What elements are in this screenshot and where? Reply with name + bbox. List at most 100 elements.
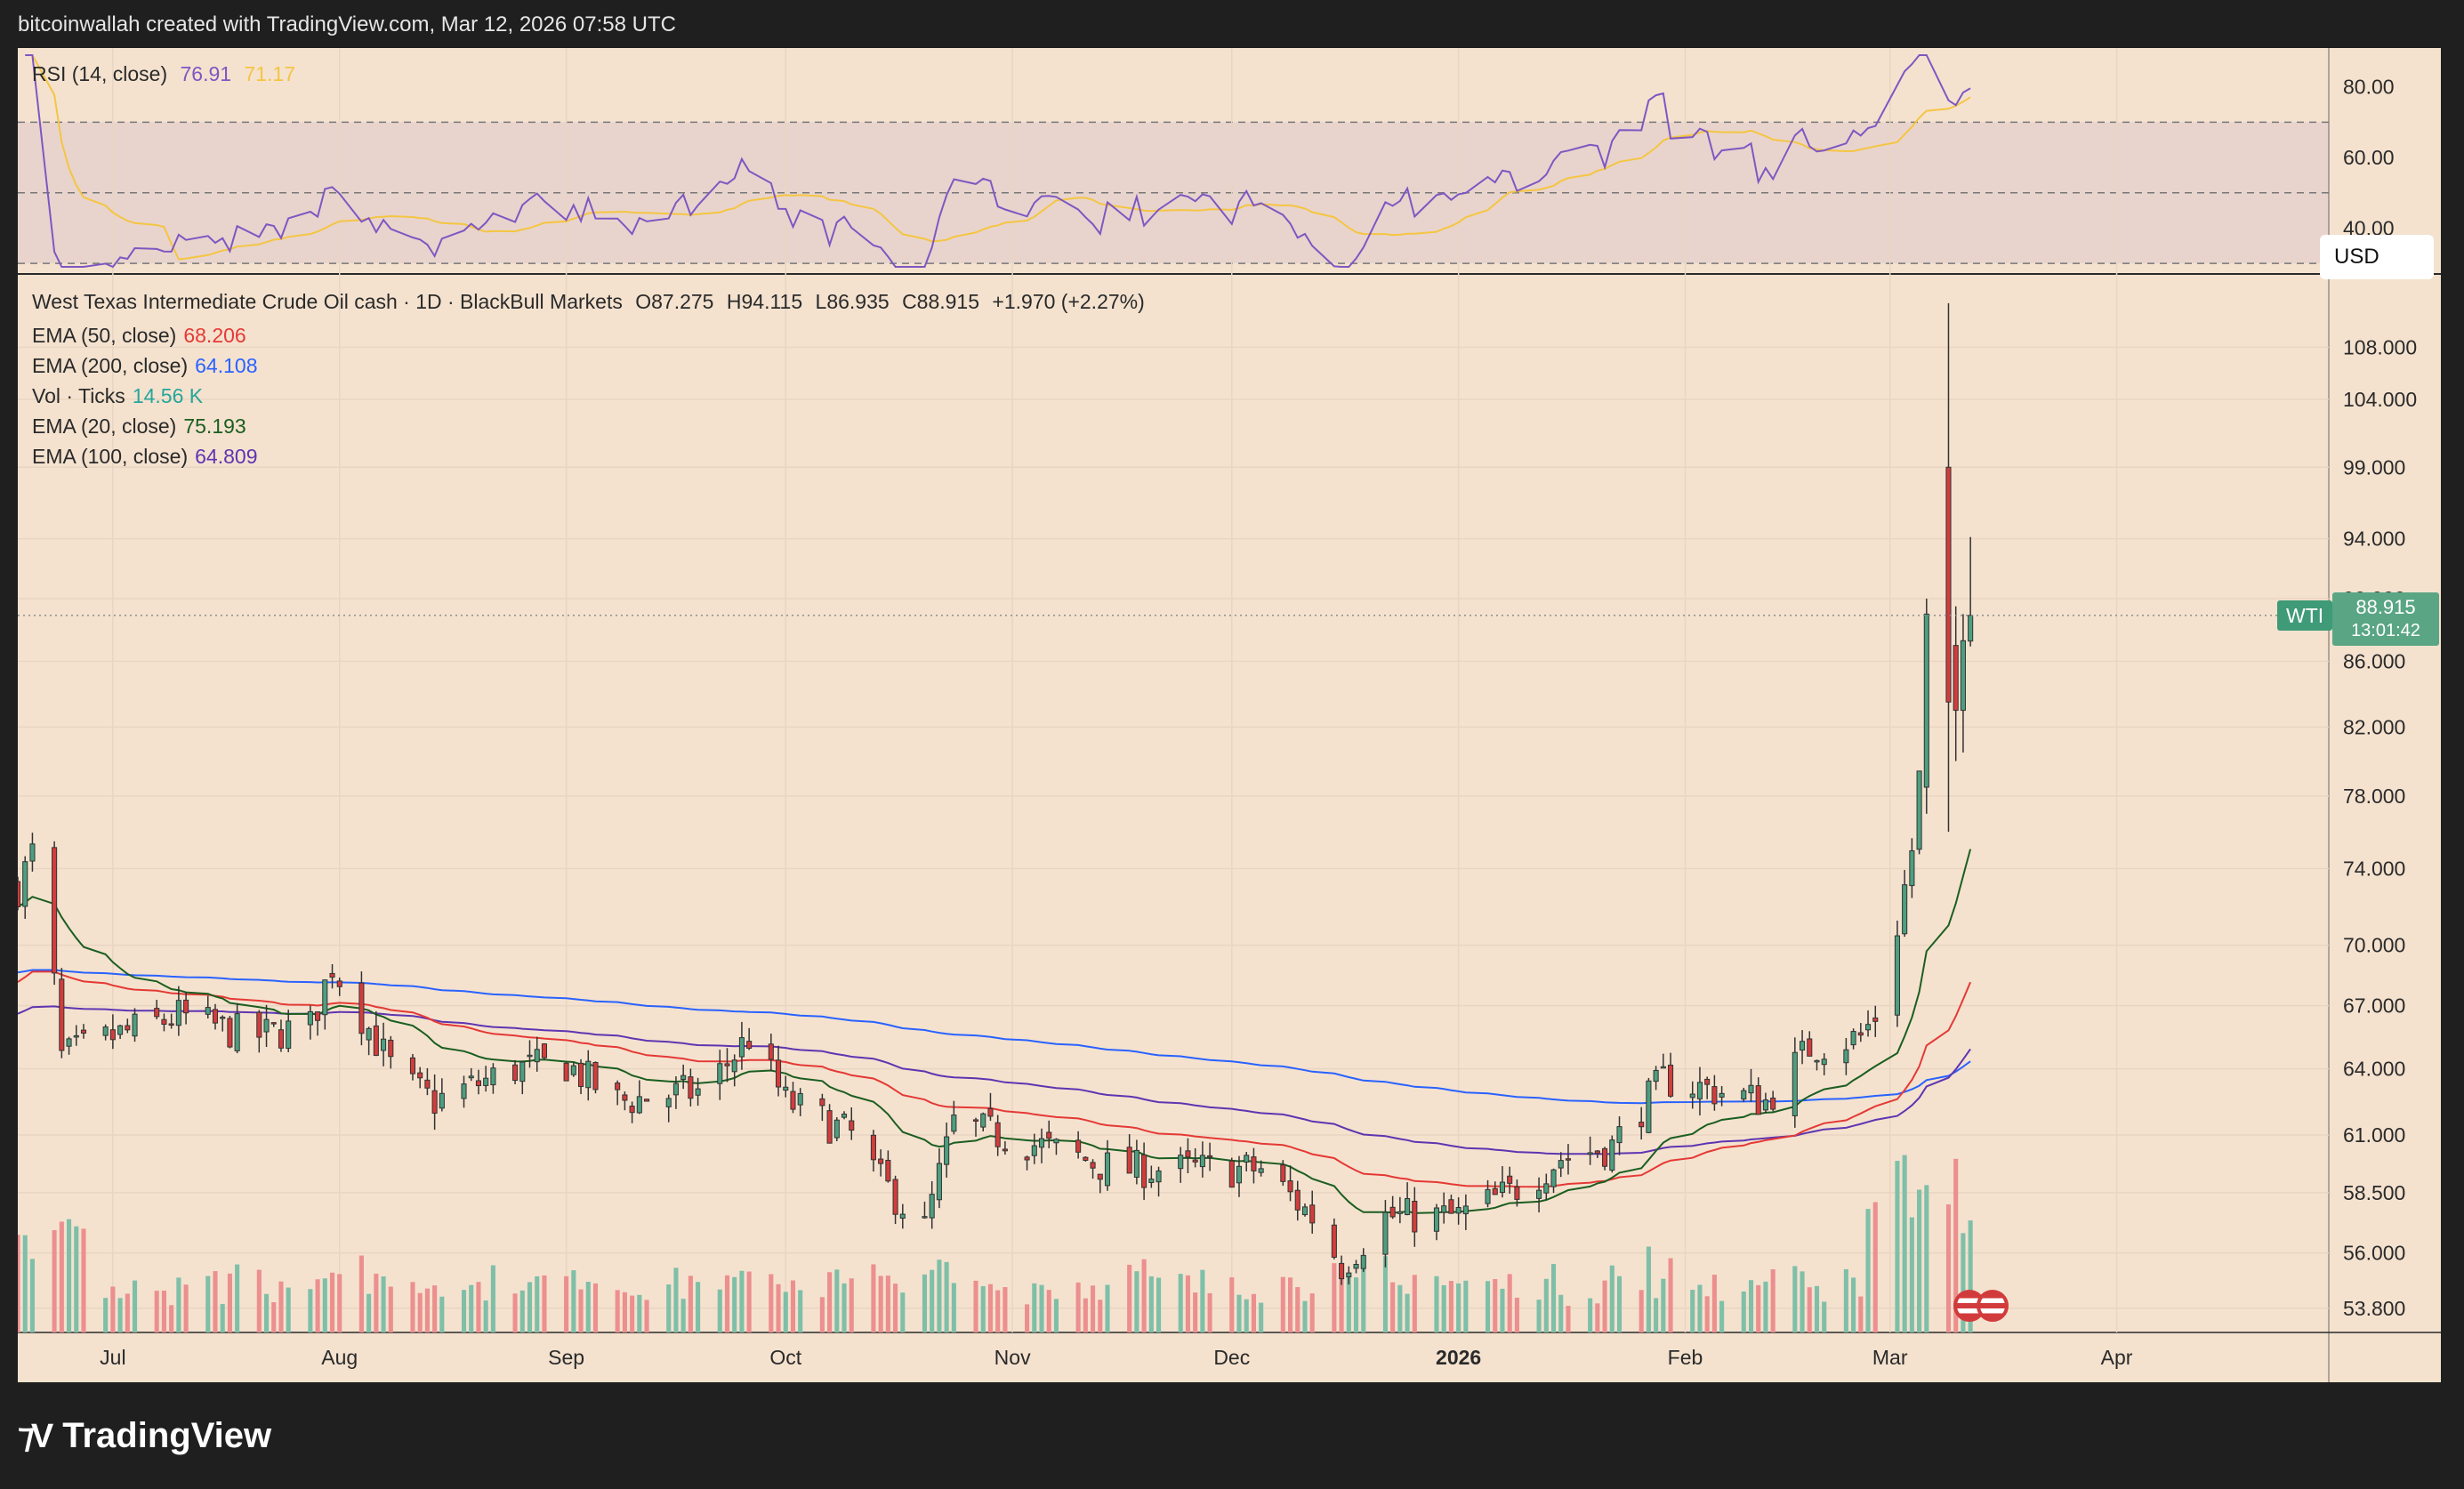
candle-body xyxy=(1587,1152,1593,1155)
candle-body xyxy=(329,972,335,978)
candle-body xyxy=(541,1043,547,1058)
volume-bar xyxy=(592,1283,599,1332)
candle-body xyxy=(263,1018,270,1033)
indicator-ema50[interactable]: EMA (50, close) 68.206 xyxy=(32,320,265,350)
candle-body xyxy=(738,1037,745,1058)
volume-bar xyxy=(746,1271,752,1332)
volume-bar xyxy=(315,1279,320,1332)
candle-body xyxy=(1090,1162,1096,1169)
candle-body xyxy=(270,1022,277,1025)
volume-bar xyxy=(783,1292,788,1332)
chart-frame[interactable]: 80.00 60.00 40.00 Jul Aug Sep Oct Nov Dec 2026 Feb… xyxy=(18,48,2441,1382)
rsi-label: RSI (14, close) xyxy=(32,62,168,85)
volume-bar xyxy=(1463,1280,1469,1332)
candle-body xyxy=(1053,1139,1059,1144)
volume-bar xyxy=(1807,1287,1812,1332)
volume-bar xyxy=(776,1284,781,1332)
volume-bar xyxy=(1127,1264,1132,1332)
candle-body xyxy=(885,1159,891,1182)
candle-body xyxy=(1412,1200,1418,1233)
rsi-ma-value: 71.17 xyxy=(244,62,296,85)
volume-bar xyxy=(834,1269,840,1332)
candle-body xyxy=(1251,1156,1257,1171)
volume-bar xyxy=(1046,1290,1051,1332)
volume-bar xyxy=(1566,1306,1571,1332)
volume-bar xyxy=(1485,1281,1491,1332)
volume-bar xyxy=(1098,1300,1103,1332)
candle-body xyxy=(1038,1138,1045,1148)
candle-body xyxy=(1331,1224,1337,1258)
volume-bar xyxy=(1244,1299,1249,1332)
candle-body xyxy=(1857,1032,1864,1036)
candle-body xyxy=(1792,1051,1798,1116)
volume-bar xyxy=(630,1295,635,1332)
us-flag-icon[interactable] xyxy=(1977,1290,2009,1322)
candle-body xyxy=(388,1039,394,1058)
rsi-value: 76.91 xyxy=(180,62,232,85)
volume-bar xyxy=(1924,1185,1929,1332)
volume-bar xyxy=(1961,1233,1966,1332)
volume-bar xyxy=(29,1259,35,1332)
indicator-ema100[interactable]: EMA (100, close) 64.809 xyxy=(32,441,265,471)
volume-bar xyxy=(1690,1290,1695,1332)
volume-bar xyxy=(1353,1277,1359,1332)
indicator-value: 64.108 xyxy=(195,354,258,377)
volume-bar xyxy=(1917,1189,1922,1332)
volume-bar xyxy=(732,1276,737,1332)
economic-events[interactable] xyxy=(1953,1290,2009,1326)
volume-bar xyxy=(937,1260,942,1332)
time-axis-label: Jul xyxy=(100,1346,125,1369)
brand-name: TradingView xyxy=(62,1416,272,1455)
volume-bar xyxy=(286,1287,291,1332)
candle-body xyxy=(849,1120,855,1131)
indicator-volume[interactable]: Vol · Ticks 14.56 K xyxy=(32,381,265,411)
volume-bar xyxy=(930,1269,935,1332)
indicator-ema20[interactable]: EMA (20, close) 75.193 xyxy=(32,411,265,441)
volume-bar xyxy=(1668,1258,1673,1332)
indicator-ema200[interactable]: EMA (200, close) 64.108 xyxy=(32,350,265,381)
indicator-value: 64.809 xyxy=(195,445,258,468)
candle-body xyxy=(1192,1159,1198,1163)
volume-bar xyxy=(1639,1290,1644,1332)
volume-bar xyxy=(1843,1268,1848,1332)
volume-bar xyxy=(469,1284,474,1332)
candle-body xyxy=(936,1163,942,1201)
indicator-label: Vol · Ticks xyxy=(32,384,125,407)
candle-body xyxy=(512,1064,519,1082)
volume-bar xyxy=(1909,1217,1914,1332)
rsi-legend[interactable]: RSI (14, close) 76.91 71.17 xyxy=(32,62,302,86)
volume-bar xyxy=(1083,1298,1088,1332)
candle-body xyxy=(154,1008,160,1018)
candle-body xyxy=(1770,1097,1776,1110)
ohlc-change: +1.970 (+2.27%) xyxy=(992,290,1145,313)
candle-body xyxy=(1405,1198,1411,1216)
candle-body xyxy=(644,1099,650,1102)
candle-body xyxy=(1594,1150,1600,1155)
candle-body xyxy=(1821,1058,1827,1066)
candle-body xyxy=(381,1038,387,1051)
candle-body xyxy=(468,1075,474,1079)
rsi-ma-line xyxy=(25,54,1971,261)
last-price-tag: 88.915 13:01:42 xyxy=(2332,592,2439,646)
volume-bar xyxy=(263,1293,270,1332)
main-legend[interactable]: West Texas Intermediate Crude Oil cash ·… xyxy=(32,290,1152,314)
volume-bar xyxy=(512,1293,518,1332)
volume-bar xyxy=(1039,1284,1044,1332)
volume-bar xyxy=(680,1299,686,1332)
volume-bar xyxy=(1448,1281,1453,1332)
volume-bar xyxy=(893,1284,898,1332)
volume-bar xyxy=(1792,1266,1798,1332)
candle-body xyxy=(373,1025,379,1057)
candle-body xyxy=(125,1025,131,1031)
candle-body xyxy=(1668,1064,1674,1097)
candle-body xyxy=(366,1027,372,1041)
volume-bar xyxy=(900,1292,906,1332)
volume-bar xyxy=(696,1282,701,1332)
volume-bar xyxy=(1558,1294,1564,1332)
currency-button[interactable]: USD xyxy=(2320,235,2434,279)
candle-body xyxy=(672,1083,679,1096)
volume-bar xyxy=(1236,1294,1242,1332)
volume-bar xyxy=(213,1271,218,1332)
volume-bar xyxy=(1003,1287,1008,1332)
